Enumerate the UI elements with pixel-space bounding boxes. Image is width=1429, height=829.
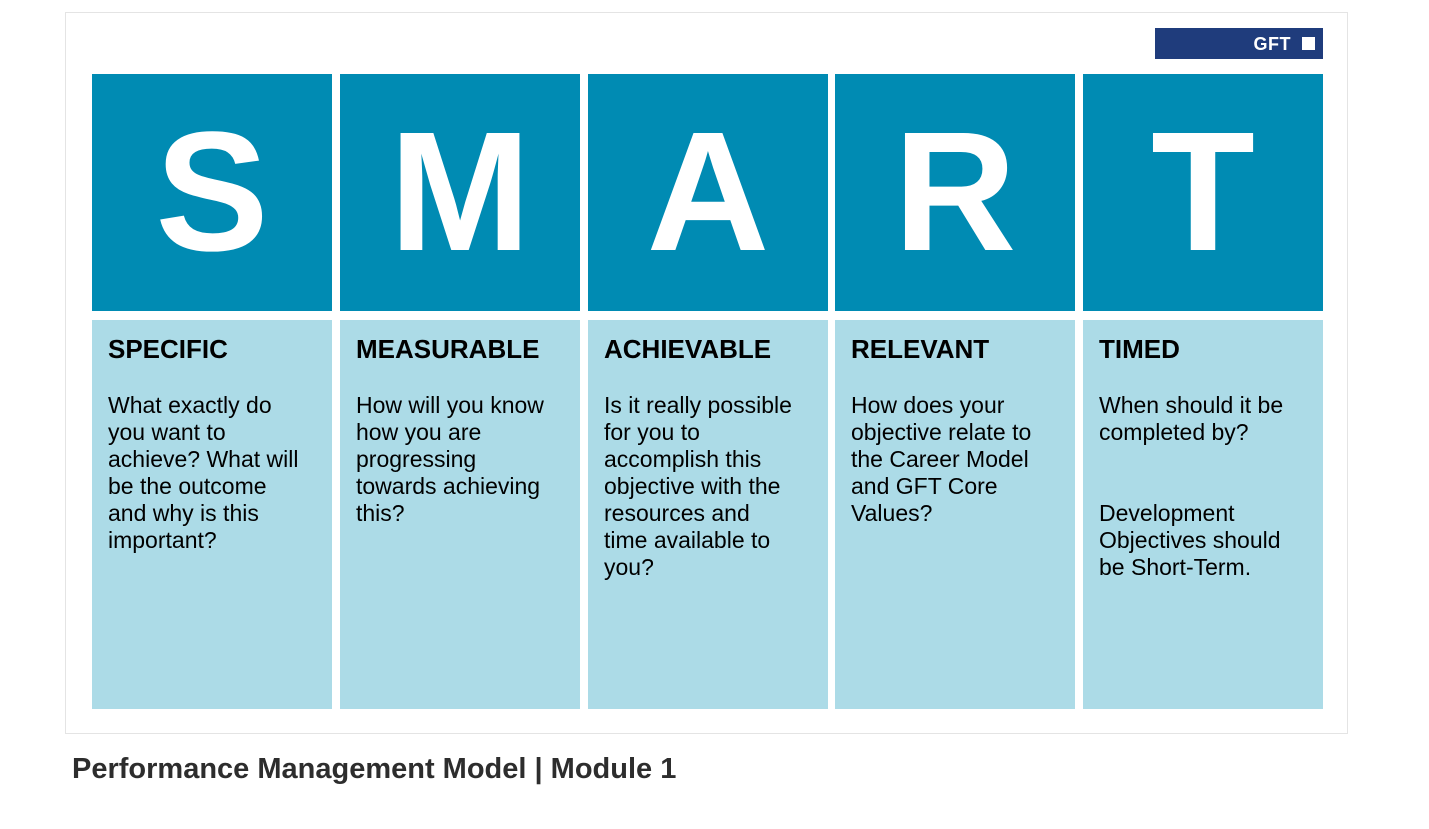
- text-relevant: How does your objective relate to the Ca…: [851, 392, 1032, 526]
- gft-logo: GFT: [1155, 28, 1323, 59]
- caption-title: Performance Management Model | Module 1: [72, 753, 677, 785]
- column-timed: T TIMED When should it be completed by? …: [1083, 74, 1323, 709]
- description-box-achievable: ACHIEVABLE Is it really possible for you…: [588, 320, 828, 709]
- letter-a: A: [588, 74, 828, 311]
- column-relevant: R RELEVANT How does your objective relat…: [835, 74, 1075, 709]
- column-measurable: M MEASURABLE How will you know how you a…: [340, 74, 580, 709]
- description-box-timed: TIMED When should it be completed by? De…: [1083, 320, 1323, 709]
- gft-logo-text: GFT: [1253, 34, 1291, 54]
- title-measurable: MEASURABLE: [356, 334, 540, 364]
- text-timed: When should it be completed by?: [1099, 392, 1284, 445]
- description-box-specific: SPECIFIC What exactly do you want to ach…: [92, 320, 332, 709]
- title-achievable: ACHIEVABLE: [604, 334, 772, 364]
- description-box-measurable: MEASURABLE How will you know how you are…: [340, 320, 580, 709]
- letter-s: S: [92, 74, 332, 311]
- gft-logo-square-icon: [1302, 37, 1315, 50]
- letter-m: M: [340, 74, 580, 311]
- description-box-relevant: RELEVANT How does your objective relate …: [835, 320, 1075, 709]
- column-specific: S SPECIFIC What exactly do you want to a…: [92, 74, 332, 709]
- title-specific: SPECIFIC: [108, 334, 228, 364]
- text-timed-note: Development Objectives should be Short-T…: [1099, 500, 1281, 580]
- text-measurable: How will you know how you are progressin…: [356, 392, 544, 526]
- text-achievable: Is it really possible for you to accompl…: [604, 392, 792, 580]
- text-specific: What exactly do you want to achieve? Wha…: [108, 392, 299, 553]
- smart-columns: S SPECIFIC What exactly do you want to a…: [92, 74, 1323, 709]
- letter-r: R: [835, 74, 1075, 311]
- title-timed: TIMED: [1099, 334, 1180, 364]
- letter-t: T: [1083, 74, 1323, 311]
- title-relevant: RELEVANT: [851, 334, 990, 364]
- column-achievable: A ACHIEVABLE Is it really possible for y…: [588, 74, 828, 709]
